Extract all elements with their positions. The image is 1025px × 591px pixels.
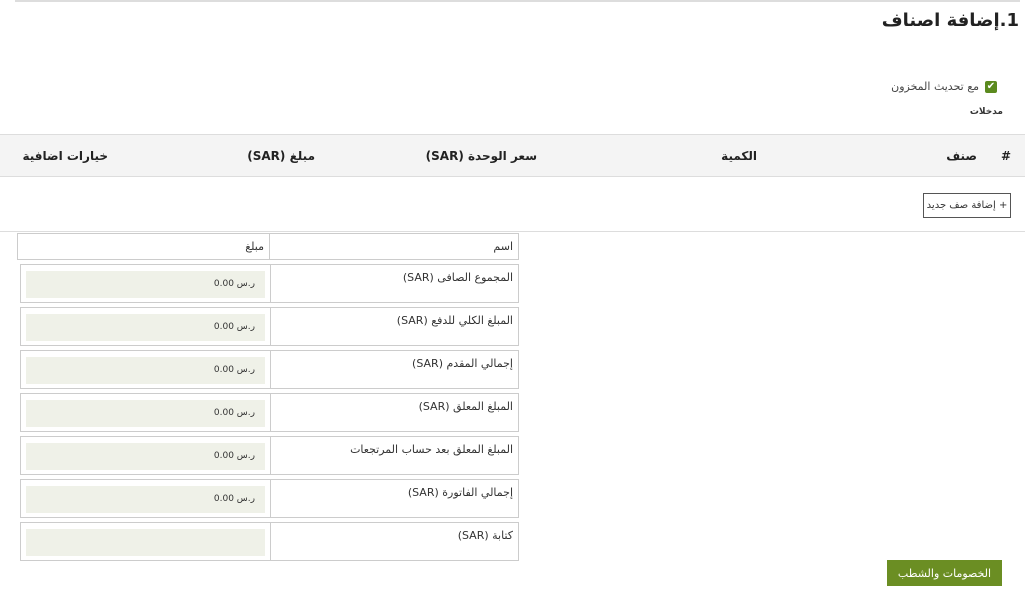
amount-field: ر.س 0.00 [26,314,265,341]
summary-row: كتابة (SAR) [20,522,519,561]
inputs-label: مدخلات [969,107,1003,117]
row-name: كتابة (SAR) [270,523,518,560]
col-item: صنف [946,149,977,163]
divider [0,231,1025,232]
row-name: المبلغ المعلق بعد حساب المرتجعات [270,437,518,474]
top-divider [15,0,1020,2]
summary-table: مبلغ اسم ر.س 0.00 المجموع الصافى (SAR) ر.س… [17,233,519,561]
amount-cell: ر.س 0.00 [21,308,270,345]
col-extra-options: خيارات اضافية [22,149,108,163]
row-name: المجموع الصافى (SAR) [270,265,518,302]
amount-field: ر.س 0.00 [26,400,265,427]
summary-header: مبلغ اسم [17,233,519,260]
checkmark-icon: ✔ [985,80,997,93]
summary-row: ر.س 0.00 المبلغ المعلق (SAR) [20,393,519,432]
header-name: اسم [269,234,518,259]
items-table-header: # صنف الكمية سعر الوحدة (SAR) مبلغ (SAR)… [0,134,1025,177]
col-amount: مبلغ (SAR) [247,149,315,163]
row-name: المبلغ المعلق (SAR) [270,394,518,431]
amount-field: ر.س 0.00 [26,357,265,384]
col-quantity: الكمية [721,149,757,163]
add-row-button[interactable]: + إضافة صف جديد [923,193,1011,218]
amount-field: ر.س 0.00 [26,486,265,513]
col-number: # [1000,149,1011,163]
col-unit-price: سعر الوحدة (SAR) [425,149,537,163]
summary-row: ر.س 0.00 إجمالي الفاتورة (SAR) [20,479,519,518]
summary-row: ر.س 0.00 إجمالي المقدم (SAR) [20,350,519,389]
row-name: إجمالي الفاتورة (SAR) [270,480,518,517]
summary-row: ر.س 0.00 المبلغ الكلي للدفع (SAR) [20,307,519,346]
amount-cell: ر.س 0.00 [21,394,270,431]
summary-row: ر.س 0.00 المجموع الصافى (SAR) [20,264,519,303]
summary-row: ر.س 0.00 المبلغ المعلق بعد حساب المرتجعات [20,436,519,475]
amount-cell [21,523,270,560]
header-amount: مبلغ [245,240,264,253]
amount-cell: ر.س 0.00 [21,437,270,474]
update-stock-label: مع تحديث المخزون [891,80,979,93]
amount-cell: ر.س 0.00 [21,351,270,388]
update-stock-checkbox[interactable]: ✔ مع تحديث المخزون [891,80,997,93]
amount-field [26,529,265,556]
row-name: المبلغ الكلي للدفع (SAR) [270,308,518,345]
row-name: إجمالي المقدم (SAR) [270,351,518,388]
amount-field: ر.س 0.00 [26,271,265,298]
amount-cell: ر.س 0.00 [21,480,270,517]
page-title: 1.إضافة اصناف [881,10,1019,31]
discounts-writeoff-button[interactable]: الخصومات والشطب [887,560,1002,586]
amount-field: ر.س 0.00 [26,443,265,470]
amount-cell: ر.س 0.00 [21,265,270,302]
